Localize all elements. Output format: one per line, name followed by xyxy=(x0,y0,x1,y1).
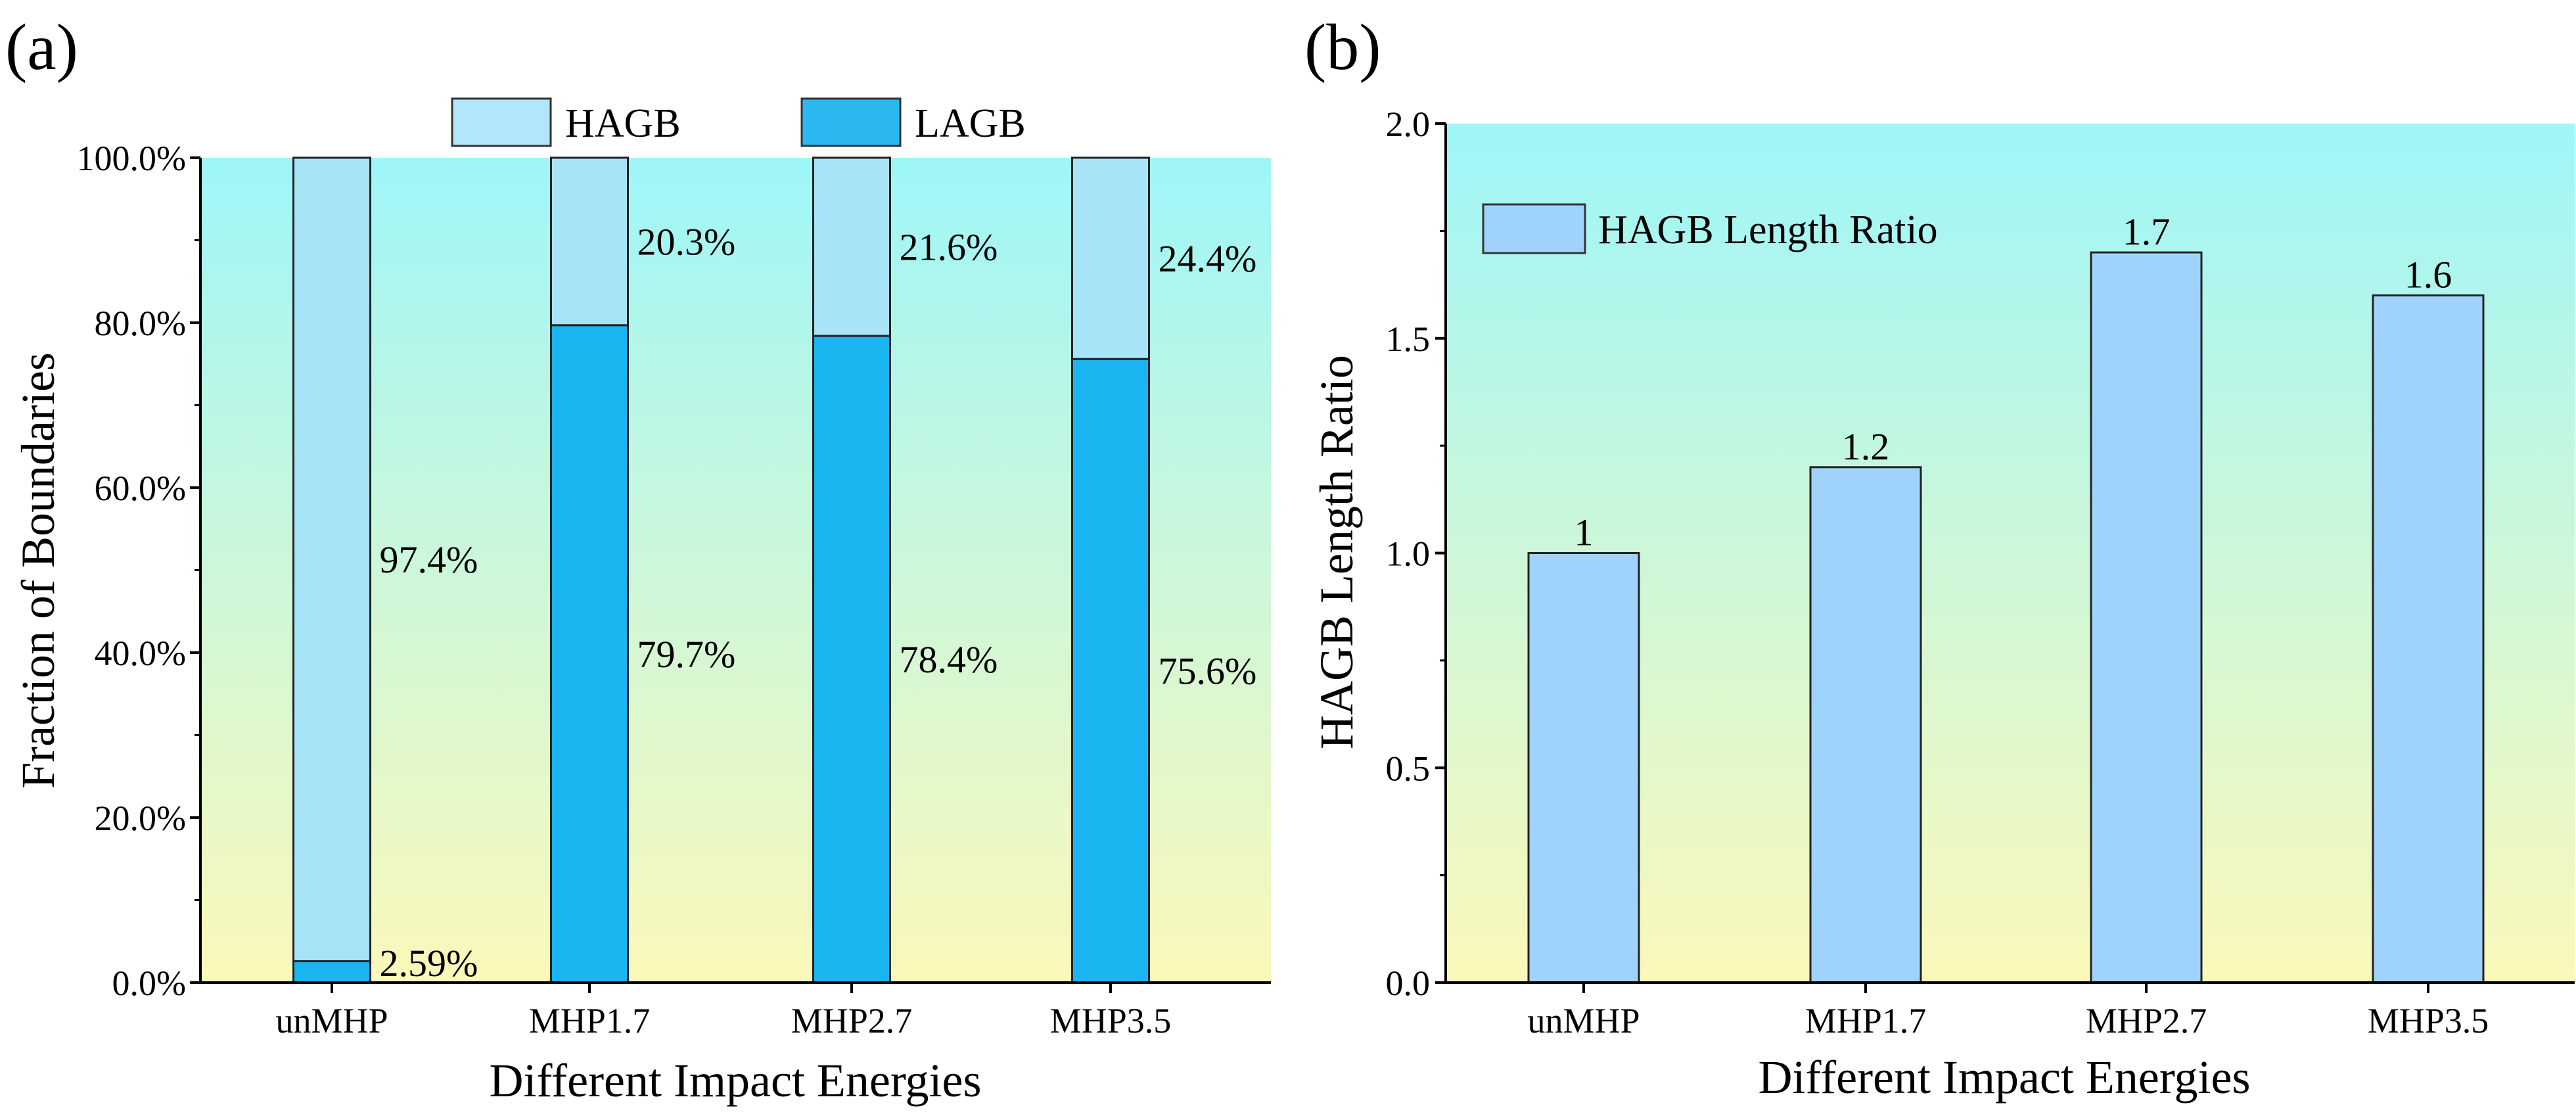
label-lagb-mhp3-5: 75.6% xyxy=(1159,650,1257,693)
bar-lagb-mhp2-7 xyxy=(812,335,891,984)
label-hagb-mhp2-7: 21.6% xyxy=(900,226,998,269)
label-hagb-length-ratio-mhp2-7: 1.7 xyxy=(2123,210,2171,253)
panel-a-label: (a) xyxy=(5,11,78,83)
legend-label-lagb: LAGB xyxy=(915,101,1026,146)
bar-lagb-mhp1-7 xyxy=(550,324,629,984)
panel-b-legend: HAGB Length Ratio xyxy=(1482,203,1938,254)
xtick-label-mhp2-7: MHP2.7 xyxy=(2086,1001,2207,1040)
bar-hagb-length-ratio-mhp3-5 xyxy=(2372,294,2485,984)
ytick-label: 0.5 xyxy=(1386,749,1431,788)
ytick-label: 60.0% xyxy=(95,469,186,508)
ytick-label: 20.0% xyxy=(95,799,186,838)
ytick-label: 80.0% xyxy=(95,304,186,343)
bar-hagb-length-ratio-mhp2-7 xyxy=(2090,251,2203,984)
ytick-label: 1.5 xyxy=(1386,319,1431,359)
bar-hagb-length-ratio-mhp1-7 xyxy=(1809,466,1922,984)
ytick-label: 100.0% xyxy=(77,139,186,178)
panel-a-bars xyxy=(292,156,1150,984)
legend-swatch-hagb xyxy=(451,97,552,147)
panel-a-x-axis-title: Different Impact Energies xyxy=(489,1054,981,1107)
panel-b-x-axis-title: Different Impact Energies xyxy=(1758,1051,2250,1104)
panel-a-stacked-bar-chart: (a) 2.59%97.4%79.7%20.3%78.4%21.6%75.6%2… xyxy=(5,11,1271,1107)
label-lagb-mhp2-7: 78.4% xyxy=(900,638,998,681)
panel-b-bars xyxy=(1527,251,2485,984)
label-hagb-length-ratio-unmhp: 1 xyxy=(1575,511,1594,554)
label-hagb-mhp1-7: 20.3% xyxy=(637,220,736,263)
ytick-label: 0.0% xyxy=(112,964,186,1003)
panel-a-x-ticks: unMHP MHP1.7 MHP2.7 MHP3.5 xyxy=(275,983,1171,1040)
bar-lagb-unmhp xyxy=(292,960,371,984)
ytick-label: 1.0 xyxy=(1386,534,1431,574)
xtick-label-mhp1-7: MHP1.7 xyxy=(1805,1001,1927,1040)
ytick-label: 40.0% xyxy=(95,634,186,673)
xtick-label-mhp1-7: MHP1.7 xyxy=(529,1001,651,1040)
legend-label-hagb: HAGB xyxy=(565,101,681,146)
xtick-label-mhp3-5: MHP3.5 xyxy=(2368,1001,2489,1040)
xtick-label-unmhp: unMHP xyxy=(275,1001,388,1040)
label-hagb-length-ratio-mhp1-7: 1.2 xyxy=(1842,425,1890,468)
xtick-label-mhp2-7: MHP2.7 xyxy=(791,1001,913,1040)
xtick-label-mhp3-5: MHP3.5 xyxy=(1050,1001,1172,1040)
legend-swatch-lagb xyxy=(800,97,902,147)
label-hagb-mhp3-5: 24.4% xyxy=(1159,237,1257,280)
panel-b-x-ticks: unMHP MHP1.7 MHP2.7 MHP3.5 xyxy=(1527,983,2489,1040)
bar-hagb-mhp2-7 xyxy=(812,156,891,337)
panel-b-y-ticks: 0.0 0.5 1.0 1.5 2.0 xyxy=(1386,105,1446,1003)
panel-b-label: (b) xyxy=(1304,11,1381,83)
panel-a-legend: HAGB LAGB xyxy=(451,97,1026,147)
bar-hagb-mhp1-7 xyxy=(550,156,629,327)
panel-b-bar-labels: 1 1.2 1.7 1.6 xyxy=(1575,210,2452,553)
legend-swatch-hagb-length-ratio xyxy=(1482,203,1586,254)
panel-b-y-axis-title: HAGB Length Ratio xyxy=(1310,355,1363,749)
label-hagb-length-ratio-mhp3-5: 1.6 xyxy=(2404,253,2452,296)
xtick-label-unmhp: unMHP xyxy=(1527,1001,1640,1040)
label-lagb-mhp1-7: 79.7% xyxy=(637,633,736,676)
bar-hagb-length-ratio-unmhp xyxy=(1527,552,1640,984)
panel-a-y-ticks: 0.0% 20.0% 40.0% 60.0% 80.0% 100.0% xyxy=(77,139,200,1003)
bar-hagb-unmhp xyxy=(292,156,371,962)
bar-lagb-mhp3-5 xyxy=(1071,358,1150,984)
ytick-label: 2.0 xyxy=(1386,105,1431,144)
panel-b-bar-chart: (b) 1 1.2 1.7 1.6 0.0 0.5 1.0 1.5 2.0 unMHP MHP1… xyxy=(1304,11,2575,1104)
legend-label-hagb-length-ratio: HAGB Length Ratio xyxy=(1598,208,1938,252)
label-hagb-unmhp: 97.4% xyxy=(380,538,478,581)
ytick-label: 0.0 xyxy=(1386,964,1431,1003)
panel-a-y-axis-title: Fraction of Boundaries xyxy=(12,352,64,789)
bar-hagb-mhp3-5 xyxy=(1071,156,1150,360)
panel-a-bar-labels: 2.59% 97.4% 79.7% 20.3% 78.4% 21.6% 75.6% 24.4% xyxy=(380,220,1257,985)
label-lagb-unmhp: 2.59% xyxy=(380,942,478,985)
